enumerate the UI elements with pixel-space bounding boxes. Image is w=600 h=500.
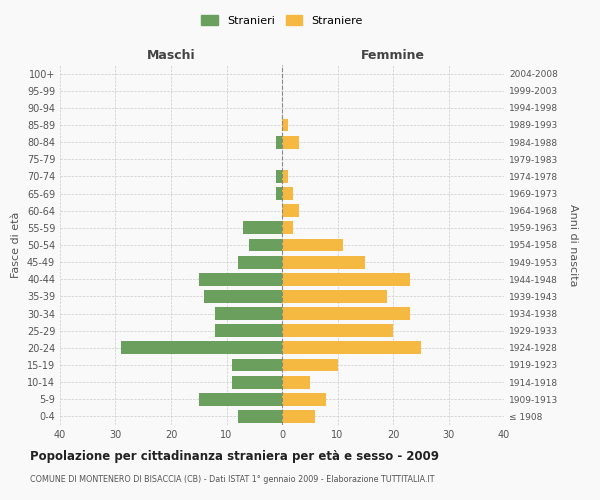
Bar [282,273,410,285]
Text: Maschi: Maschi [146,48,196,62]
Bar [282,307,410,320]
Bar [277,170,282,183]
Bar [232,358,282,372]
Bar [282,118,287,132]
Bar [282,376,310,388]
Y-axis label: Anni di nascita: Anni di nascita [568,204,578,286]
Bar [282,290,388,303]
Bar [282,238,343,252]
Bar [282,170,287,183]
Bar [215,307,282,320]
Text: COMUNE DI MONTENERO DI BISACCIA (CB) - Dati ISTAT 1° gennaio 2009 - Elaborazione: COMUNE DI MONTENERO DI BISACCIA (CB) - D… [30,475,434,484]
Bar [199,393,282,406]
Bar [282,342,421,354]
Bar [238,256,282,268]
Bar [121,342,282,354]
Bar [282,358,337,372]
Bar [249,238,282,252]
Bar [243,222,282,234]
Bar [277,187,282,200]
Bar [232,376,282,388]
Text: Femmine: Femmine [361,48,425,62]
Bar [215,324,282,337]
Bar [282,324,393,337]
Bar [238,410,282,423]
Bar [282,187,293,200]
Bar [282,136,299,148]
Bar [282,204,299,217]
Bar [282,393,326,406]
Bar [282,410,316,423]
Text: Popolazione per cittadinanza straniera per età e sesso - 2009: Popolazione per cittadinanza straniera p… [30,450,439,463]
Bar [204,290,282,303]
Bar [199,273,282,285]
Bar [282,222,293,234]
Bar [282,256,365,268]
Legend: Stranieri, Straniere: Stranieri, Straniere [197,10,367,30]
Y-axis label: Fasce di età: Fasce di età [11,212,21,278]
Bar [277,136,282,148]
